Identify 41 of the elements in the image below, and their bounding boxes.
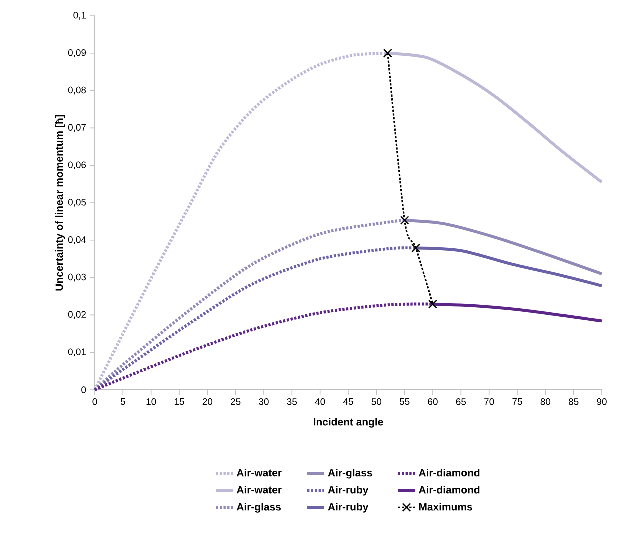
legend-label: Air-water xyxy=(236,486,282,494)
y-tick-label: 0,05 xyxy=(68,199,86,207)
y-tick-label: 0,04 xyxy=(68,236,86,244)
y-tick-label: 0,1 xyxy=(74,12,86,20)
x-tick-label: 35 xyxy=(287,398,298,406)
x-tick-label: 90 xyxy=(597,398,607,406)
x-axis-title: Incident angle xyxy=(314,418,384,428)
x-tick-label: 40 xyxy=(315,398,326,406)
legend-label: Air-diamond xyxy=(419,468,480,477)
y-tick-label: 0,09 xyxy=(68,49,86,58)
x-tick-label: 70 xyxy=(484,398,494,406)
x-tick-label: 60 xyxy=(428,398,438,406)
y-tick-label: 0,01 xyxy=(68,348,86,357)
legend-label: Air-diamond xyxy=(419,486,480,494)
y-tick-label: 0 xyxy=(82,386,86,394)
y-tick-label: 0,07 xyxy=(68,124,86,132)
legend-label: Air-ruby xyxy=(328,503,369,513)
x-tick-label: 20 xyxy=(202,398,213,406)
y-tick-label: 0,03 xyxy=(68,274,86,282)
x-tick-label: 80 xyxy=(540,398,551,406)
x-tick-label: 55 xyxy=(400,398,410,406)
y-tick-label: 0,08 xyxy=(68,86,86,95)
x-tick-label: 65 xyxy=(456,398,466,406)
x-tick-label: 75 xyxy=(512,398,522,406)
legend-label: Air-water xyxy=(236,468,282,477)
x-tick-label: 50 xyxy=(372,398,382,406)
x-tick-label: 0 xyxy=(92,398,98,406)
x-tick-label: 85 xyxy=(568,398,579,406)
x-tick-label: 15 xyxy=(174,398,184,406)
x-tick-label: 5 xyxy=(120,398,126,406)
legend-label: Air-ruby xyxy=(328,486,369,496)
legend-label: Maximums xyxy=(419,503,472,511)
x-tick-label: 30 xyxy=(259,398,269,406)
x-tick-label: 45 xyxy=(343,398,354,406)
y-axis-title: Uncertainty of linear momentum [ħ] xyxy=(55,115,66,291)
y-tick-label: 0,06 xyxy=(68,162,86,170)
x-tick-label: 10 xyxy=(146,398,156,406)
legend-label: Air-glass xyxy=(236,503,281,513)
x-tick-label: 25 xyxy=(231,398,241,406)
legend-label: Air-glass xyxy=(328,468,372,479)
y-tick-label: 0,02 xyxy=(68,311,86,320)
